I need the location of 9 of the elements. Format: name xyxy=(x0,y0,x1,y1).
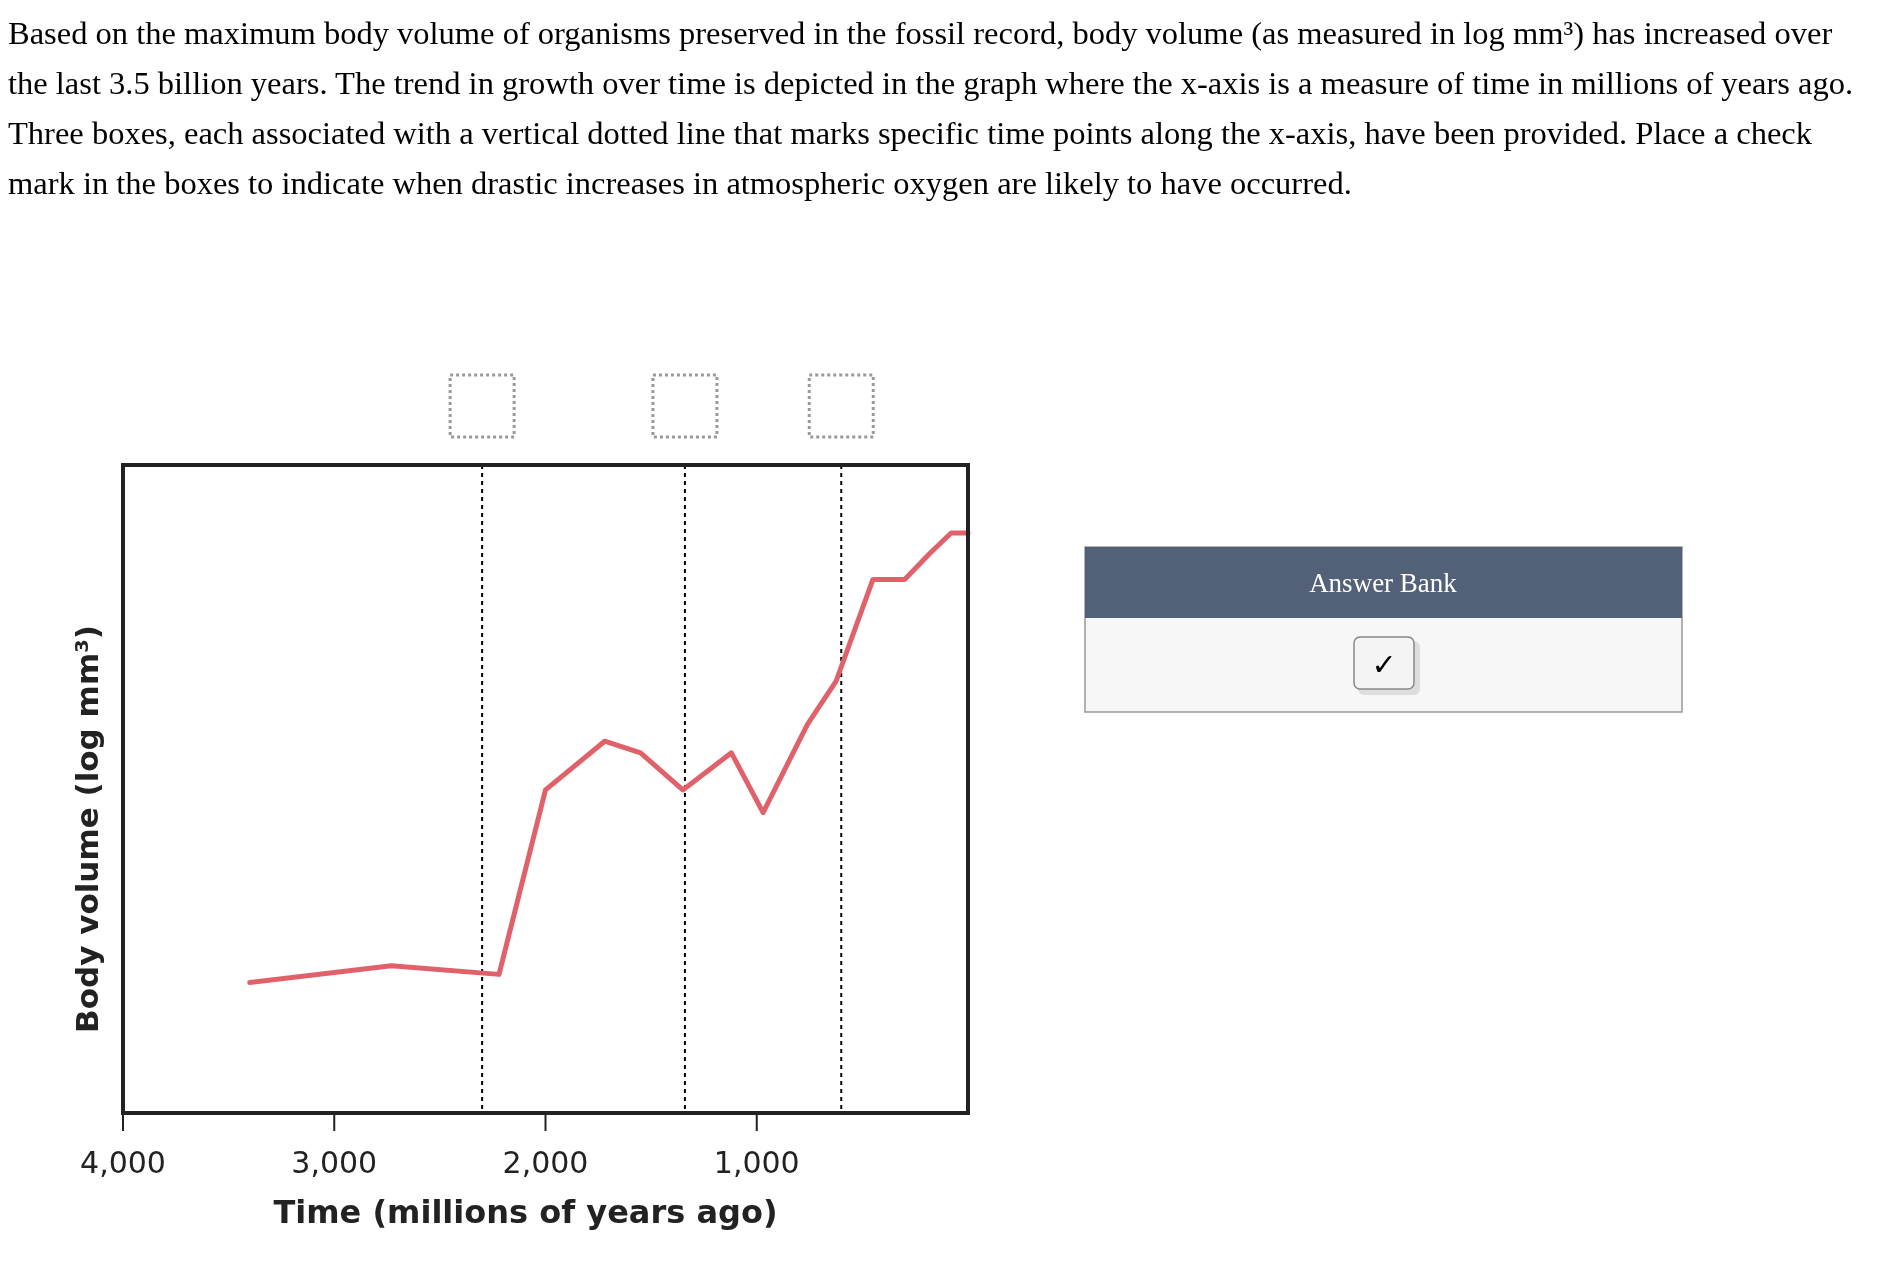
text: Answer Bank xyxy=(1309,568,1458,598)
chart-title: Based on the maximum body volume of organisms preserved in the fossil record, body volume (as measured in log mm³) has increased over the last 3.5 billion years. The trend in growth over time is depicted in the graph where the x-axis is a measure of time in millions of years ago. Three boxes, each associated with a vertical dotted line that marks specific time points along the x-axis, have been provided. Place a check mark in the boxes to indicate when drastic increases in atmospheric oxygen are likely to have occurred. xyxy=(8,14,1855,203)
x-tick-label: 2,000 xyxy=(502,1145,589,1180)
x-tick-label: 3,000 xyxy=(291,1145,378,1180)
x-axis-title: Time (millions of years ago) xyxy=(273,1193,778,1231)
x-tick-label: 1,000 xyxy=(713,1145,800,1180)
text: ✓ xyxy=(1371,647,1397,682)
y-axis-title: Body volume (log mm³) xyxy=(69,625,105,1033)
x-tick-label: 4,000 xyxy=(80,1145,166,1180)
